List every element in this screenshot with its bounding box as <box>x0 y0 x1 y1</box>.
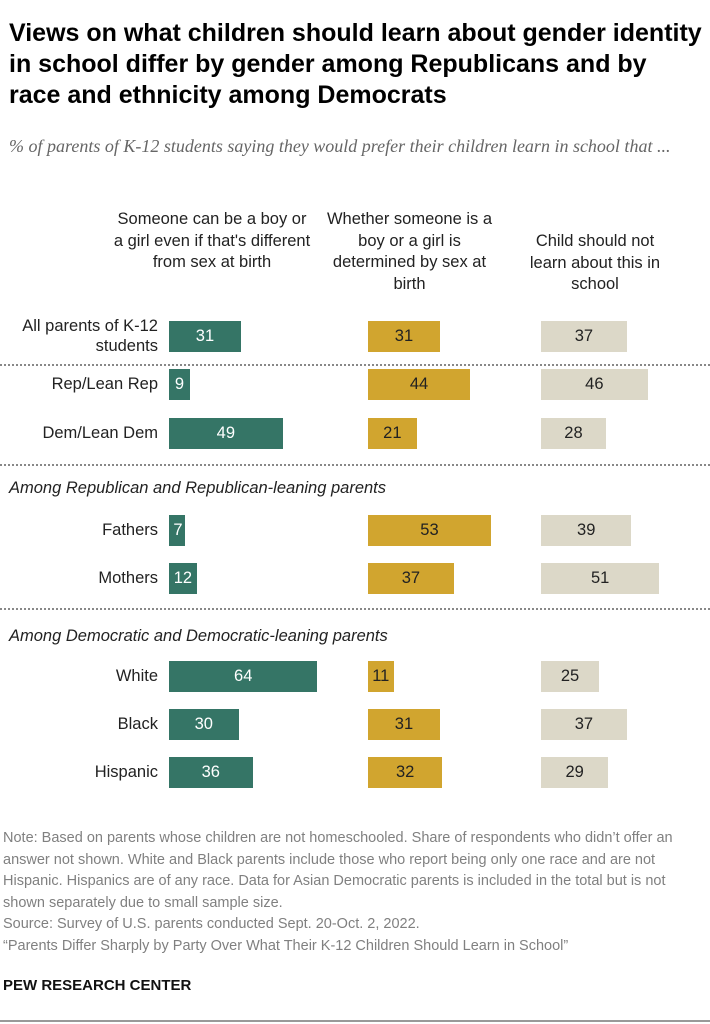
data-label: 51 <box>590 568 610 587</box>
data-label: 36 <box>201 762 220 781</box>
divider <box>0 364 710 366</box>
footnote: Note: Based on parents whose children ar… <box>3 828 708 957</box>
section-label-democratic: Among Democratic and Democratic-leaning … <box>9 627 388 645</box>
data-label: 53 <box>420 520 439 539</box>
row-label-dem: Dem/Lean Dem <box>42 424 158 442</box>
data-label: 9 <box>174 374 185 393</box>
data-label: 49 <box>216 423 236 442</box>
brand-logo: PEW RESEARCH CENTER <box>3 977 192 994</box>
data-label: 21 <box>383 423 402 442</box>
row-label-fathers: Fathers <box>102 521 158 539</box>
data-label: 31 <box>195 326 215 345</box>
bar-series-1-2 <box>368 417 417 449</box>
source-text: Source: Survey of U.S. parents conducted… <box>3 916 420 932</box>
data-label: 37 <box>574 326 594 345</box>
data-label: 7 <box>173 520 183 539</box>
bar-series-2-6 <box>541 708 627 740</box>
bar-series-2-2 <box>541 417 606 449</box>
chart-subtitle: % of parents of K-12 students saying the… <box>9 136 671 156</box>
data-label: 64 <box>234 666 253 685</box>
data-label: 32 <box>395 762 415 781</box>
bar-series-1-6 <box>368 708 440 740</box>
data-label: 37 <box>401 568 421 587</box>
row-label-hispanic: Hispanic <box>94 763 158 781</box>
bar-series-2-0 <box>541 320 627 352</box>
bar-series-1-1 <box>368 368 471 400</box>
data-label: 37 <box>574 714 594 733</box>
bar-series-0-6 <box>169 708 239 740</box>
bar-series-2-5 <box>541 660 599 692</box>
bar-series-0-4 <box>169 562 197 594</box>
row-label-black: Black <box>117 715 158 733</box>
bar-series-1-0 <box>368 320 440 352</box>
column-header-not-learn: Child should not learn about this in sch… <box>529 232 661 293</box>
bar-series-0-7 <box>169 756 253 788</box>
data-label: 11 <box>372 666 390 685</box>
note-text: Note: Based on parents whose children ar… <box>3 830 673 911</box>
data-label: 31 <box>394 714 414 733</box>
column-header-different-from-birth: Someone can be a boy or a girl even if t… <box>113 210 311 271</box>
data-label: 28 <box>564 423 583 442</box>
bar-series-1-4 <box>368 562 454 594</box>
data-label: 30 <box>194 714 213 733</box>
bar-series-2-1 <box>541 368 648 400</box>
bar-series-1-5 <box>368 660 394 692</box>
bar-series-2-3 <box>541 514 632 546</box>
data-label: 25 <box>560 666 580 685</box>
data-label: 31 <box>394 326 414 345</box>
bar-series-0-2 <box>169 417 283 449</box>
row-label-white: White <box>115 667 158 685</box>
row-label-all-parents: All parents of K-12 students <box>22 317 158 355</box>
section-label-republican: Among Republican and Republican-leaning … <box>9 479 387 497</box>
row-label-mothers: Mothers <box>98 569 158 587</box>
bar-series-2-4 <box>541 562 660 594</box>
data-label: 46 <box>585 374 604 393</box>
data-label: 12 <box>173 568 193 587</box>
bottom-rule <box>0 1020 710 1022</box>
bar-series-2-7 <box>541 756 609 788</box>
bar-series-0-5 <box>169 660 318 692</box>
data-label: 39 <box>577 520 596 539</box>
divider <box>0 608 710 610</box>
bar-series-0-0 <box>169 320 241 352</box>
row-label-rep: Rep/Lean Rep <box>51 375 158 393</box>
bar-series-0-1 <box>169 368 190 400</box>
data-label: 29 <box>565 762 584 781</box>
report-title: “Parents Differ Sharply by Party Over Wh… <box>3 937 569 954</box>
divider <box>0 464 710 466</box>
bar-series-0-3 <box>169 514 186 546</box>
bar-series-1-7 <box>368 756 443 788</box>
data-label: 44 <box>409 374 429 393</box>
column-header-sex-at-birth: Whether someone is a boy or a girl is de… <box>326 210 493 293</box>
bar-series-1-3 <box>368 514 491 546</box>
chart-title: Views on what children should learn abou… <box>9 19 702 109</box>
